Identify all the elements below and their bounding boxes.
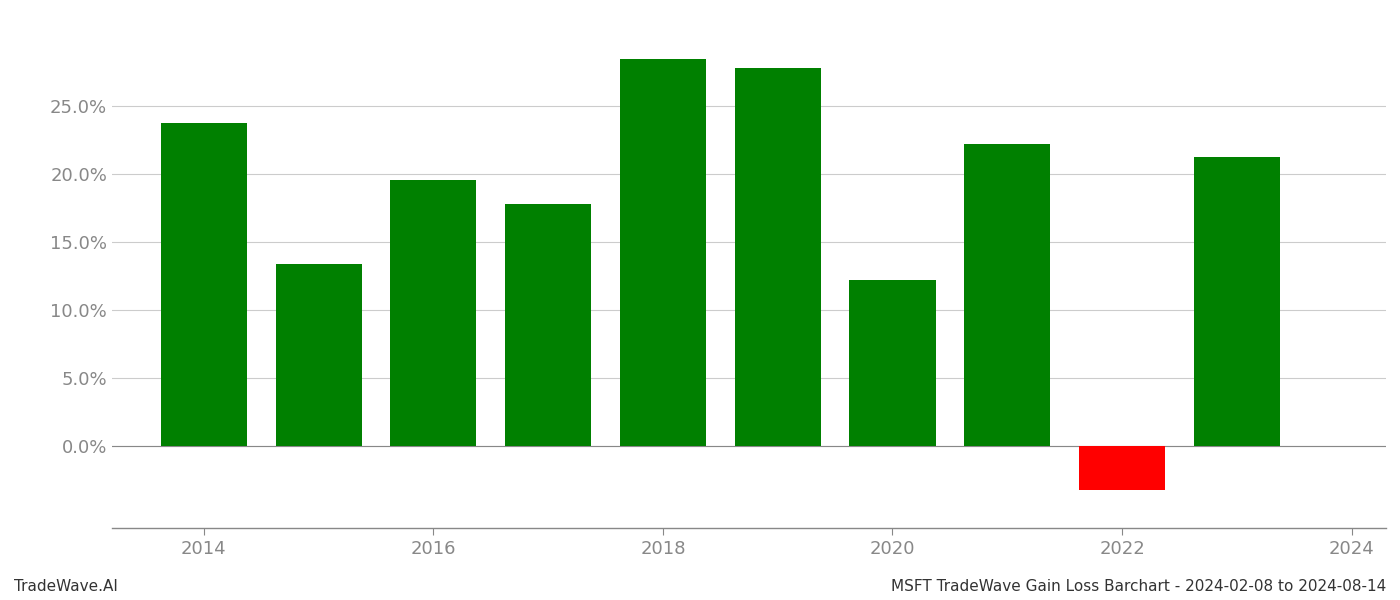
Bar bbox=[1194, 157, 1280, 446]
Bar bbox=[391, 180, 476, 446]
Bar bbox=[1079, 446, 1165, 490]
Text: MSFT TradeWave Gain Loss Barchart - 2024-02-08 to 2024-08-14: MSFT TradeWave Gain Loss Barchart - 2024… bbox=[890, 579, 1386, 594]
Text: TradeWave.AI: TradeWave.AI bbox=[14, 579, 118, 594]
Bar bbox=[505, 205, 591, 446]
Bar bbox=[965, 145, 1050, 446]
Bar bbox=[276, 264, 361, 446]
Bar bbox=[161, 123, 246, 446]
Bar bbox=[735, 68, 820, 446]
Bar bbox=[850, 280, 935, 446]
Bar bbox=[620, 59, 706, 446]
